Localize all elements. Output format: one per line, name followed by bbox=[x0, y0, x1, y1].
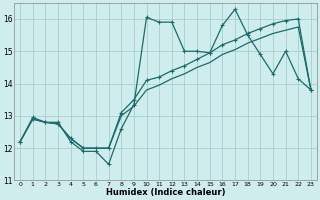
X-axis label: Humidex (Indice chaleur): Humidex (Indice chaleur) bbox=[106, 188, 225, 197]
